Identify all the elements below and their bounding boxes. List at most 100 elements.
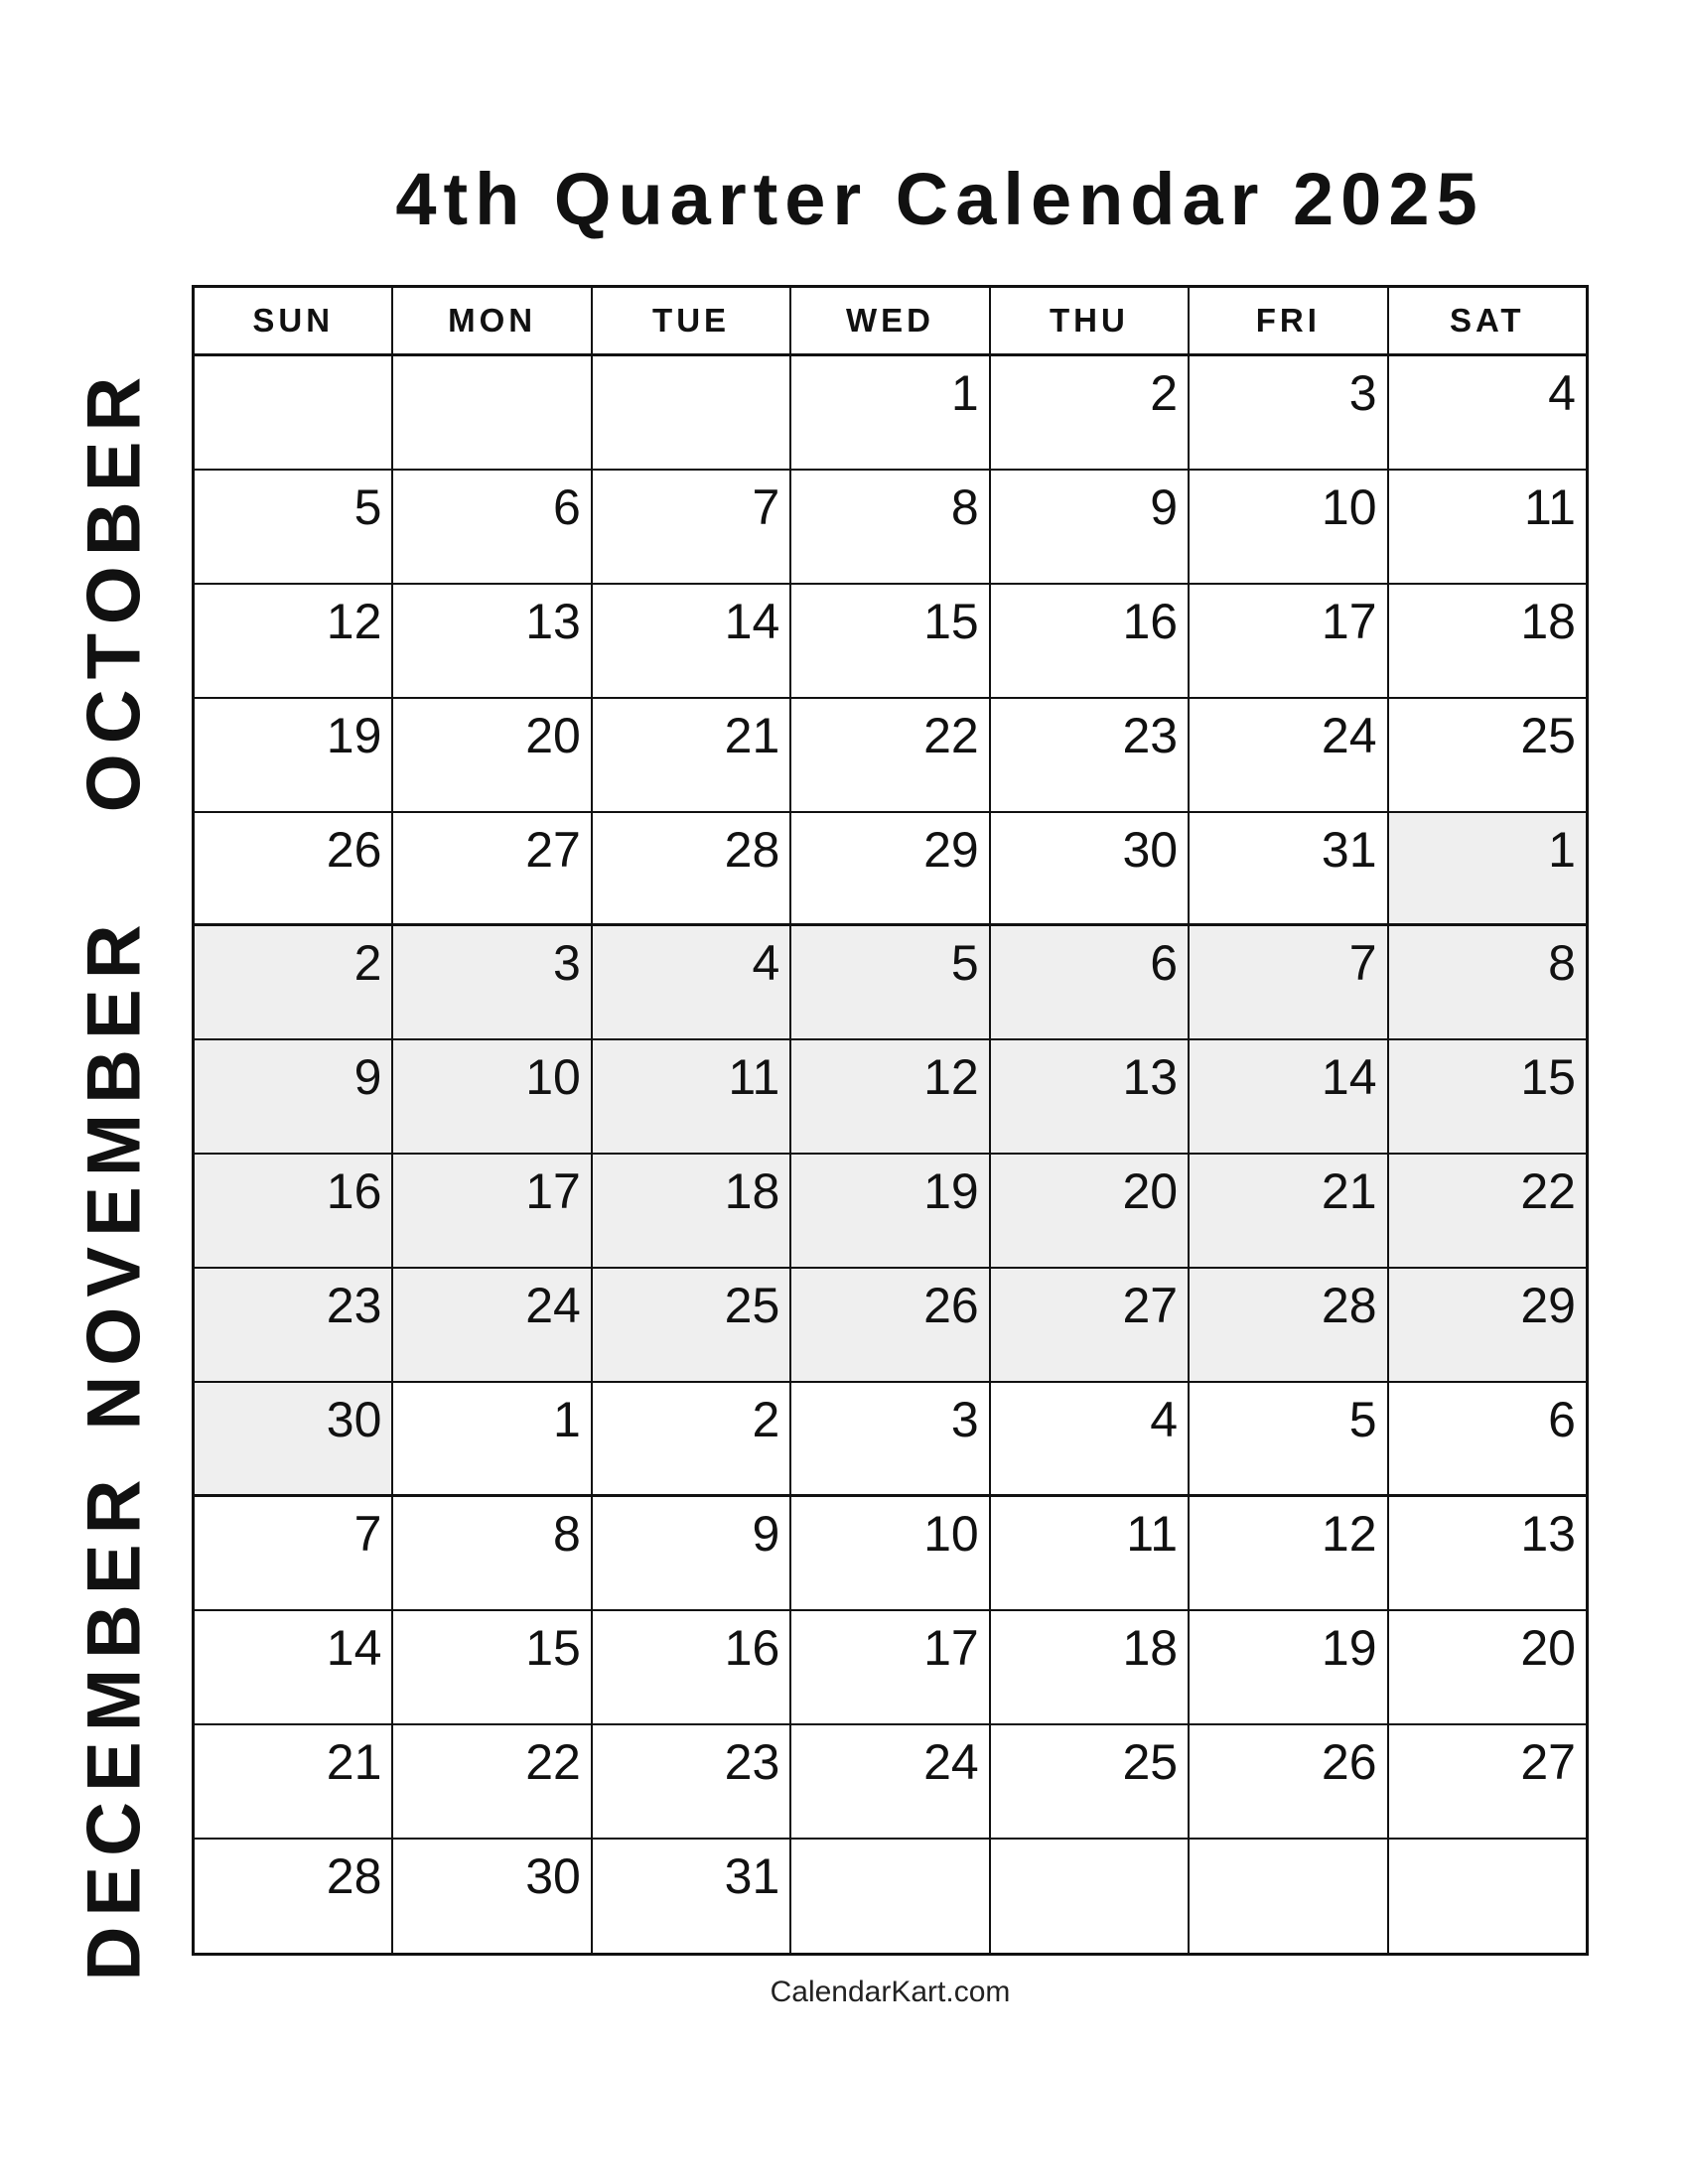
day-number: 3 [553, 935, 581, 992]
day-number: 19 [923, 1163, 979, 1220]
day-cell: 21 [593, 698, 792, 811]
day-number: 13 [1122, 1049, 1179, 1106]
day-cell: 13 [393, 584, 593, 697]
day-cell: 19 [791, 1155, 991, 1268]
day-cell: 10 [1190, 470, 1389, 583]
day-number: 9 [353, 1049, 382, 1106]
week-row: 12 13 14 15 16 17 18 [195, 584, 1586, 699]
day-cell: 11 [991, 1496, 1191, 1609]
day-cell: 19 [195, 698, 394, 811]
week-row: 23 24 25 26 27 28 29 [195, 1269, 1586, 1384]
day-cell: 2 [593, 1383, 792, 1494]
day-cell: 10 [393, 1040, 593, 1154]
day-cell: 30 [393, 1839, 593, 1954]
week-row: 16 17 18 19 20 21 22 [195, 1155, 1586, 1270]
day-number: 10 [923, 1505, 979, 1562]
day-cell: 3 [791, 1383, 991, 1494]
day-cell: 9 [195, 1040, 394, 1154]
weekday-header-sat: SAT [1449, 302, 1525, 339]
day-number: 17 [1321, 593, 1377, 649]
day-cell: 8 [791, 470, 991, 583]
day-cell: 28 [195, 1839, 394, 1954]
day-number: 27 [1122, 1278, 1179, 1334]
day-number: 7 [353, 1505, 382, 1562]
day-cell: 2 [991, 356, 1191, 469]
weekday-header-tue: TUE [593, 288, 792, 353]
day-cell: 25 [991, 1724, 1191, 1838]
day-number: 24 [525, 1278, 581, 1334]
week-row: 9 10 11 12 13 14 15 [195, 1040, 1586, 1156]
day-cell: 24 [791, 1724, 991, 1838]
day-cell: 5 [1190, 1383, 1389, 1494]
day-number: 27 [1520, 1733, 1576, 1790]
day-cell: 15 [791, 584, 991, 697]
day-cell: 11 [592, 1040, 792, 1154]
day-number: 18 [1520, 593, 1576, 649]
day-cell [393, 356, 593, 469]
day-cell: 27 [1389, 1725, 1586, 1838]
day-cell: 2 [195, 926, 394, 1039]
day-number: 9 [1150, 478, 1179, 535]
day-number: 12 [1321, 1505, 1377, 1562]
week-row: 21 22 23 24 25 26 27 [195, 1724, 1586, 1840]
day-number: 11 [1524, 478, 1576, 535]
day-number: 12 [326, 593, 382, 649]
calendar-grid: SUN MON TUE WED THU FRI SAT 1 2 3 4 5 6 7 8 9 10 11 12 13 1… [192, 285, 1589, 1957]
day-number: 15 [923, 593, 979, 649]
month-label-november: NOVEMBER [71, 914, 157, 1431]
day-number: 4 [1150, 1392, 1179, 1448]
day-number: 2 [752, 1392, 780, 1448]
day-number: 2 [353, 935, 382, 992]
day-cell [593, 356, 792, 469]
day-number: 22 [1520, 1163, 1576, 1220]
weekday-header-row: SUN MON TUE WED THU FRI SAT [195, 288, 1586, 356]
day-number: 28 [1321, 1278, 1377, 1334]
month-label-december: DECEMBER [71, 1469, 157, 1981]
day-number: 28 [724, 821, 780, 878]
day-number: 26 [326, 821, 382, 878]
day-cell: 12 [1190, 1496, 1389, 1609]
day-number: 26 [923, 1278, 979, 1334]
day-number: 22 [525, 1733, 581, 1790]
day-cell: 1 [1388, 812, 1586, 924]
day-number: 7 [752, 478, 780, 535]
day-number: 19 [1321, 1619, 1377, 1676]
day-number: 18 [1122, 1619, 1179, 1676]
day-number: 5 [1348, 1392, 1377, 1448]
day-cell: 18 [1389, 585, 1586, 697]
day-number: 15 [525, 1619, 581, 1676]
day-number: 11 [728, 1049, 780, 1106]
page-title: 4th Quarter Calendar 2025 [395, 158, 1484, 240]
day-cell: 4 [1389, 356, 1586, 469]
day-cell: 29 [1388, 1269, 1586, 1382]
day-number: 27 [525, 821, 581, 878]
day-cell: 17 [1190, 584, 1389, 697]
day-cell: 21 [195, 1724, 394, 1838]
day-number: 29 [1520, 1278, 1576, 1334]
day-cell: 8 [1388, 926, 1586, 1039]
day-cell: 29 [791, 812, 991, 924]
week-row: 26 27 28 29 30 31 1 [195, 812, 1586, 927]
day-cell: 24 [1190, 698, 1389, 811]
weekday-header-mon: MON [393, 288, 593, 353]
weekday-header-sun: SUN [195, 288, 394, 353]
day-cell: 5 [791, 926, 991, 1039]
day-number: 3 [950, 1392, 979, 1448]
week-row: 1 2 3 4 [195, 356, 1586, 471]
day-cell: 24 [393, 1269, 593, 1382]
day-cell: 13 [1389, 1497, 1586, 1609]
day-cell: 12 [195, 584, 394, 697]
day-number: 6 [1548, 1392, 1576, 1448]
day-cell: 30 [195, 1383, 394, 1494]
day-number: 23 [1122, 707, 1179, 763]
day-number: 20 [1122, 1163, 1179, 1220]
day-number: 31 [1321, 821, 1377, 878]
day-cell: 14 [593, 584, 792, 697]
day-number: 14 [326, 1619, 382, 1676]
day-cell: 27 [393, 812, 593, 924]
week-row: 5 6 7 8 9 10 11 [195, 470, 1586, 585]
day-number: 10 [525, 1049, 581, 1106]
day-number: 13 [525, 593, 581, 649]
weekday-header-wed: WED [791, 288, 991, 353]
day-cell: 20 [393, 698, 593, 811]
